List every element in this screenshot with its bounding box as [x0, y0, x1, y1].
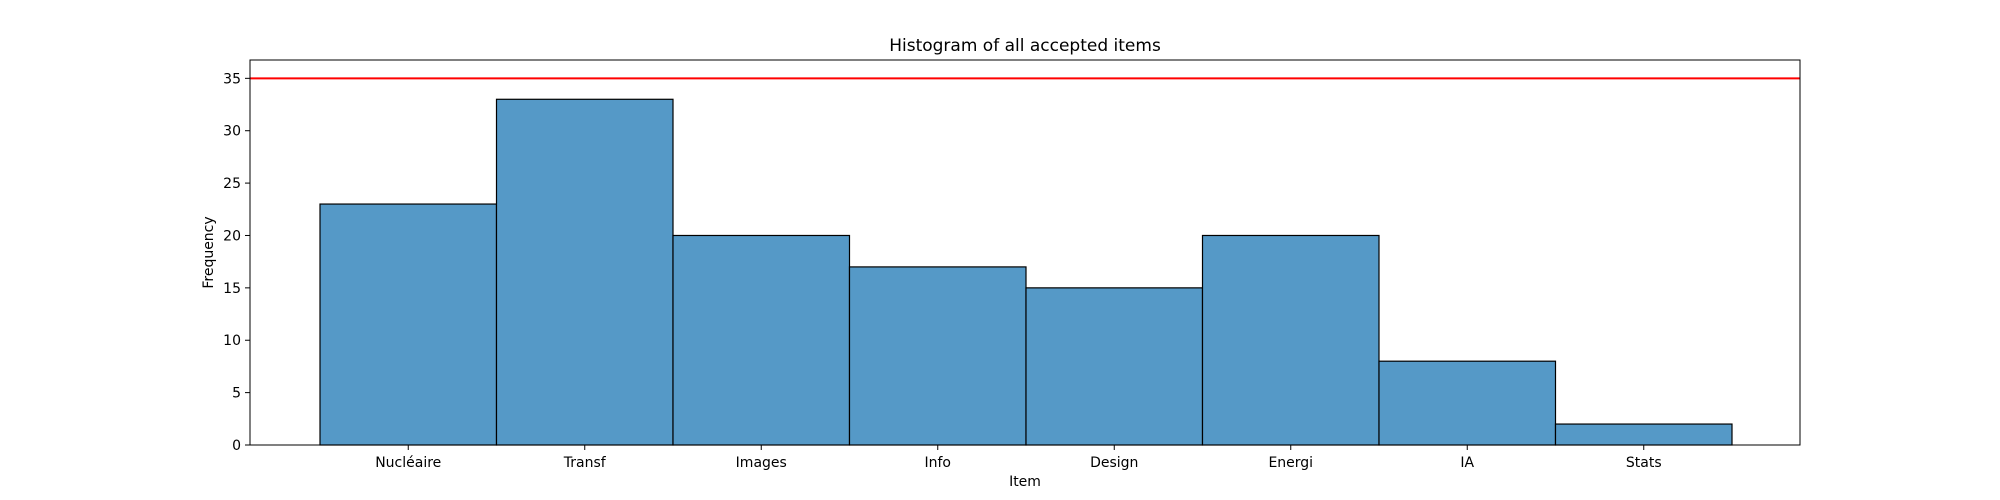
- y-tick-label: 35: [223, 71, 241, 87]
- y-axis: 0 5 10 15 20 25 30 35: [223, 71, 250, 454]
- bar-6: [1378, 360, 1557, 446]
- x-axis: Nucléaire Transf Images Info Design Energi IA S…: [375, 445, 1662, 471]
- y-tick-label: 15: [223, 281, 241, 297]
- x-tick-label: Stats: [1626, 455, 1662, 471]
- bar-4: [1025, 287, 1204, 446]
- bar-5: [1201, 234, 1380, 446]
- bar-3: [848, 266, 1027, 446]
- bar-0: [319, 203, 498, 446]
- bar-1: [495, 98, 674, 446]
- x-tick-label: Energi: [1268, 455, 1313, 471]
- x-tick-label: Design: [1090, 455, 1138, 471]
- bar-2: [672, 234, 851, 446]
- chart-title: Histogram of all accepted items: [889, 36, 1161, 56]
- y-axis-label: Frequency: [201, 216, 217, 288]
- plot-frame: [249, 59, 1801, 446]
- x-tick-label: Images: [736, 455, 787, 471]
- x-tick-label: Info: [925, 455, 952, 471]
- y-tick-label: 10: [223, 333, 241, 349]
- x-tick-label: Nucléaire: [375, 455, 441, 471]
- x-tick-label: IA: [1460, 455, 1474, 471]
- y-tick-label: 20: [223, 228, 241, 244]
- bar-7: [1554, 423, 1733, 446]
- y-tick-label: 30: [223, 124, 241, 140]
- bars-layer: [319, 98, 1733, 446]
- x-axis-label: Item: [1009, 474, 1041, 490]
- x-tick-label: Transf: [563, 455, 607, 471]
- y-tick-label: 5: [232, 386, 241, 402]
- y-tick-label: 0: [232, 438, 241, 454]
- y-tick-label: 25: [223, 176, 241, 192]
